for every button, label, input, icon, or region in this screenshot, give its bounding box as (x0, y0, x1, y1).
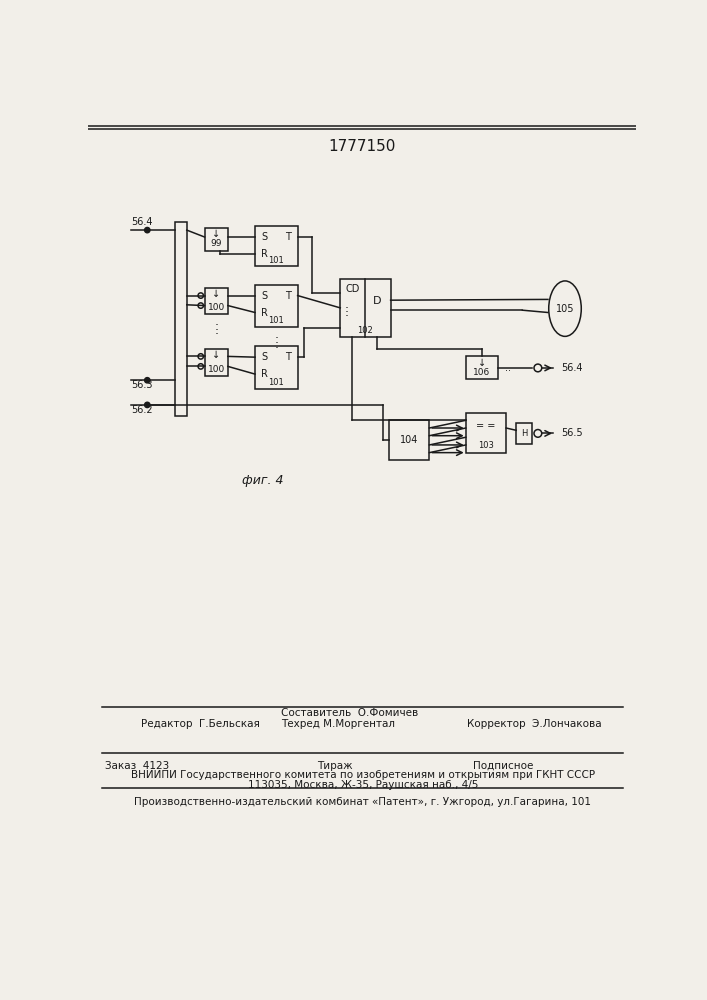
Circle shape (144, 227, 150, 233)
Bar (204, 228, 228, 251)
Bar (204, 288, 228, 314)
Text: R: R (261, 308, 268, 318)
Text: S: S (262, 352, 267, 362)
Text: .: . (274, 338, 279, 351)
Text: .: . (344, 306, 349, 319)
Text: .: . (344, 298, 349, 311)
Text: = =: = = (477, 421, 496, 431)
Text: Тираж: Тираж (317, 761, 353, 771)
Text: фиг. 4: фиг. 4 (242, 474, 284, 487)
Text: Составитель  О.Фомичев: Составитель О.Фомичев (281, 708, 418, 718)
Text: T: T (286, 352, 291, 362)
Text: 101: 101 (269, 316, 284, 325)
Text: ↓: ↓ (212, 229, 221, 239)
Text: 103: 103 (478, 441, 494, 450)
Text: .: . (274, 328, 279, 341)
Bar (204, 349, 228, 376)
Text: 113035, Москва, Ж-35, Раушская наб., 4/5: 113035, Москва, Ж-35, Раушская наб., 4/5 (247, 780, 478, 790)
Bar (255, 346, 298, 389)
Circle shape (144, 378, 150, 383)
Text: 99: 99 (211, 239, 222, 248)
Text: R: R (261, 249, 268, 259)
Text: .: . (214, 315, 218, 328)
Text: 102: 102 (358, 326, 373, 335)
Text: 106: 106 (474, 368, 491, 377)
Text: ..: .. (505, 363, 510, 373)
Text: 101: 101 (269, 256, 284, 265)
Text: R: R (261, 369, 268, 379)
Text: S: S (262, 291, 267, 301)
Text: T: T (286, 232, 291, 242)
Text: .: . (344, 302, 349, 315)
Bar (255, 226, 298, 266)
Text: ↓: ↓ (478, 358, 486, 368)
Bar (466, 413, 506, 453)
Text: 105: 105 (556, 304, 574, 314)
Text: H: H (521, 429, 527, 438)
Text: .: . (214, 324, 218, 337)
Text: 1777150: 1777150 (328, 139, 396, 154)
Text: 101: 101 (269, 378, 284, 387)
Text: 56.3: 56.3 (131, 380, 153, 390)
Text: S: S (262, 232, 267, 242)
Text: ↓: ↓ (212, 289, 221, 299)
Text: 104: 104 (400, 435, 419, 445)
Text: Производственно-издательский комбинат «Патент», г. Ужгород, ул.Гагарина, 101: Производственно-издательский комбинат «П… (134, 797, 591, 807)
Bar (389, 420, 429, 460)
Text: 100: 100 (208, 365, 225, 374)
Bar (340, 279, 391, 337)
Text: 56.5: 56.5 (561, 428, 583, 438)
Bar (516, 423, 532, 444)
Text: 56.2: 56.2 (131, 405, 153, 415)
Text: CD: CD (346, 284, 360, 294)
Text: 56.4: 56.4 (131, 217, 153, 227)
Text: Техред М.Моргентал: Техред М.Моргентал (281, 719, 395, 729)
Bar (466, 356, 498, 379)
Text: 100: 100 (208, 303, 225, 312)
Text: Редактор  Г.Бельская: Редактор Г.Бельская (141, 719, 260, 729)
Bar (255, 285, 298, 327)
Bar (175, 222, 187, 416)
Text: 56.4: 56.4 (561, 363, 583, 373)
Text: Подписное: Подписное (473, 761, 533, 771)
Text: D: D (373, 296, 382, 306)
Text: .: . (274, 333, 279, 346)
Text: T: T (286, 291, 291, 301)
Text: ВНИИПИ Государственного комитета по изобретениям и открытиям при ГКНТ СССР: ВНИИПИ Государственного комитета по изоб… (131, 770, 595, 780)
Text: Заказ  4123: Заказ 4123 (105, 761, 170, 771)
Text: .: . (214, 320, 218, 333)
Circle shape (144, 402, 150, 408)
Text: Корректор  Э.Лончакова: Корректор Э.Лончакова (467, 719, 601, 729)
Text: ↓: ↓ (212, 350, 221, 360)
